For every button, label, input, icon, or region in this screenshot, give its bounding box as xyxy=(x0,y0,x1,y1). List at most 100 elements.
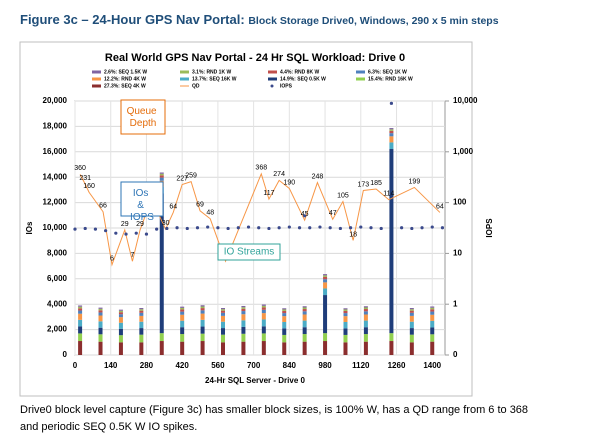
qd-label: 29 xyxy=(121,221,129,228)
bar-segment xyxy=(302,309,307,312)
iops-point xyxy=(420,226,424,230)
bar-segment xyxy=(363,334,368,342)
chart-title: Real World GPS Nav Portal - 24 Hr SQL Wo… xyxy=(105,52,405,64)
bar-segment xyxy=(241,333,246,342)
bar-segment xyxy=(261,305,266,308)
x-axis-label: 24-Hr SQL Server - Drive 0 xyxy=(205,376,305,385)
bar-segment xyxy=(78,310,83,314)
iops-point xyxy=(83,226,87,231)
iops-point xyxy=(379,226,383,231)
bar-segment xyxy=(200,341,205,355)
bar-segment xyxy=(118,342,123,355)
legend-label: 4.4%: RND 8K W xyxy=(280,69,319,75)
annotation-box xyxy=(120,99,166,135)
bar-segment xyxy=(139,308,144,310)
bar-segment xyxy=(139,309,144,311)
bar-segment xyxy=(78,333,83,342)
bar-segment xyxy=(282,342,287,355)
iops-point xyxy=(246,225,251,229)
y-tick-label: 20,000 xyxy=(43,96,68,105)
bar-segment xyxy=(241,308,246,312)
bar-segment xyxy=(261,319,266,327)
legend-label: 14.9%: SEQ 0.5K W xyxy=(280,76,326,82)
bar-segment xyxy=(159,172,164,174)
bar-segment xyxy=(343,342,348,355)
bar-segment xyxy=(363,311,368,315)
bar-segment xyxy=(98,307,103,309)
y2-tick-label: 10 xyxy=(453,249,462,258)
bar-segment xyxy=(430,327,435,335)
qd-label: 259 xyxy=(185,172,197,179)
bar-segment xyxy=(78,326,83,334)
bar-segment xyxy=(221,309,225,311)
bar-segment xyxy=(261,333,266,342)
bar-segment xyxy=(241,305,246,308)
bar-segment xyxy=(323,295,328,334)
bar-segment xyxy=(241,341,246,355)
bar-segment xyxy=(200,319,205,327)
bar-segment xyxy=(343,310,348,314)
bar-segment xyxy=(409,328,414,335)
bar-segment xyxy=(343,328,348,335)
bar-segment xyxy=(180,306,185,308)
figure-heading: Figure 3c – 24-Hour GPS Nav Portal: Bloc… xyxy=(20,12,499,27)
bar-segment xyxy=(302,306,307,308)
bar-segment xyxy=(302,311,307,315)
bar-segment xyxy=(343,316,348,322)
iops-point xyxy=(287,225,291,229)
bar-segment xyxy=(221,342,225,355)
qd-label: 18 xyxy=(349,231,357,238)
bar-segment xyxy=(118,309,123,311)
iops-point xyxy=(440,226,445,230)
bar-segment xyxy=(118,312,123,315)
bar-segment xyxy=(159,333,164,342)
qd-label: 48 xyxy=(206,210,214,217)
bar-segment xyxy=(389,130,394,134)
bar-segment xyxy=(118,322,123,329)
bar-segment xyxy=(241,311,246,315)
bar-segment xyxy=(363,341,368,355)
bar-segment xyxy=(221,321,225,329)
bar-segment xyxy=(261,307,266,310)
iops-point xyxy=(328,226,332,230)
bar-segment xyxy=(159,177,164,181)
bar-segment xyxy=(261,326,266,334)
x-tick-label: 1120 xyxy=(352,361,370,370)
bar-segment xyxy=(78,313,83,320)
iops-point xyxy=(134,231,138,235)
bar-segment xyxy=(241,307,246,309)
y-tick-label: 14,000 xyxy=(43,172,68,181)
y2-tick-label: 0 xyxy=(453,350,458,359)
bar-segment xyxy=(98,321,103,328)
bar-segment xyxy=(282,328,287,335)
annotation-line: IOs xyxy=(133,188,151,199)
iops-point xyxy=(216,226,220,230)
iops-point xyxy=(144,232,149,236)
qd-label: 117 xyxy=(263,190,274,197)
bar-segment xyxy=(409,310,414,313)
bar-segment xyxy=(139,334,144,343)
bar-segment xyxy=(343,321,348,329)
iops-point xyxy=(195,226,200,230)
x-tick-label: 980 xyxy=(318,361,332,370)
x-tick-label: 140 xyxy=(104,361,118,370)
bar-segment xyxy=(430,314,435,321)
caption-line: Drive0 block level capture (Figure 3c) h… xyxy=(20,404,529,416)
bar-segment xyxy=(221,328,225,335)
bar-segment xyxy=(430,311,435,315)
legend-label: 2.6%: SEQ 1.5K W xyxy=(104,69,147,75)
qd-label: 231 xyxy=(79,175,91,182)
bar-segment xyxy=(180,320,185,328)
qd-label: 114 xyxy=(383,191,394,198)
bar-segment xyxy=(389,133,394,137)
bar-segment xyxy=(221,308,225,310)
legend-label: 27.3%: SEQ 4K W xyxy=(104,83,146,89)
iops-point xyxy=(348,226,353,230)
iops-point xyxy=(257,226,261,230)
bar-segment xyxy=(302,327,307,335)
bar-segment xyxy=(363,320,368,328)
qd-label: 66 xyxy=(99,203,107,210)
bar-segment xyxy=(363,314,368,321)
x-tick-label: 700 xyxy=(247,361,261,370)
bar-segment xyxy=(409,312,414,316)
